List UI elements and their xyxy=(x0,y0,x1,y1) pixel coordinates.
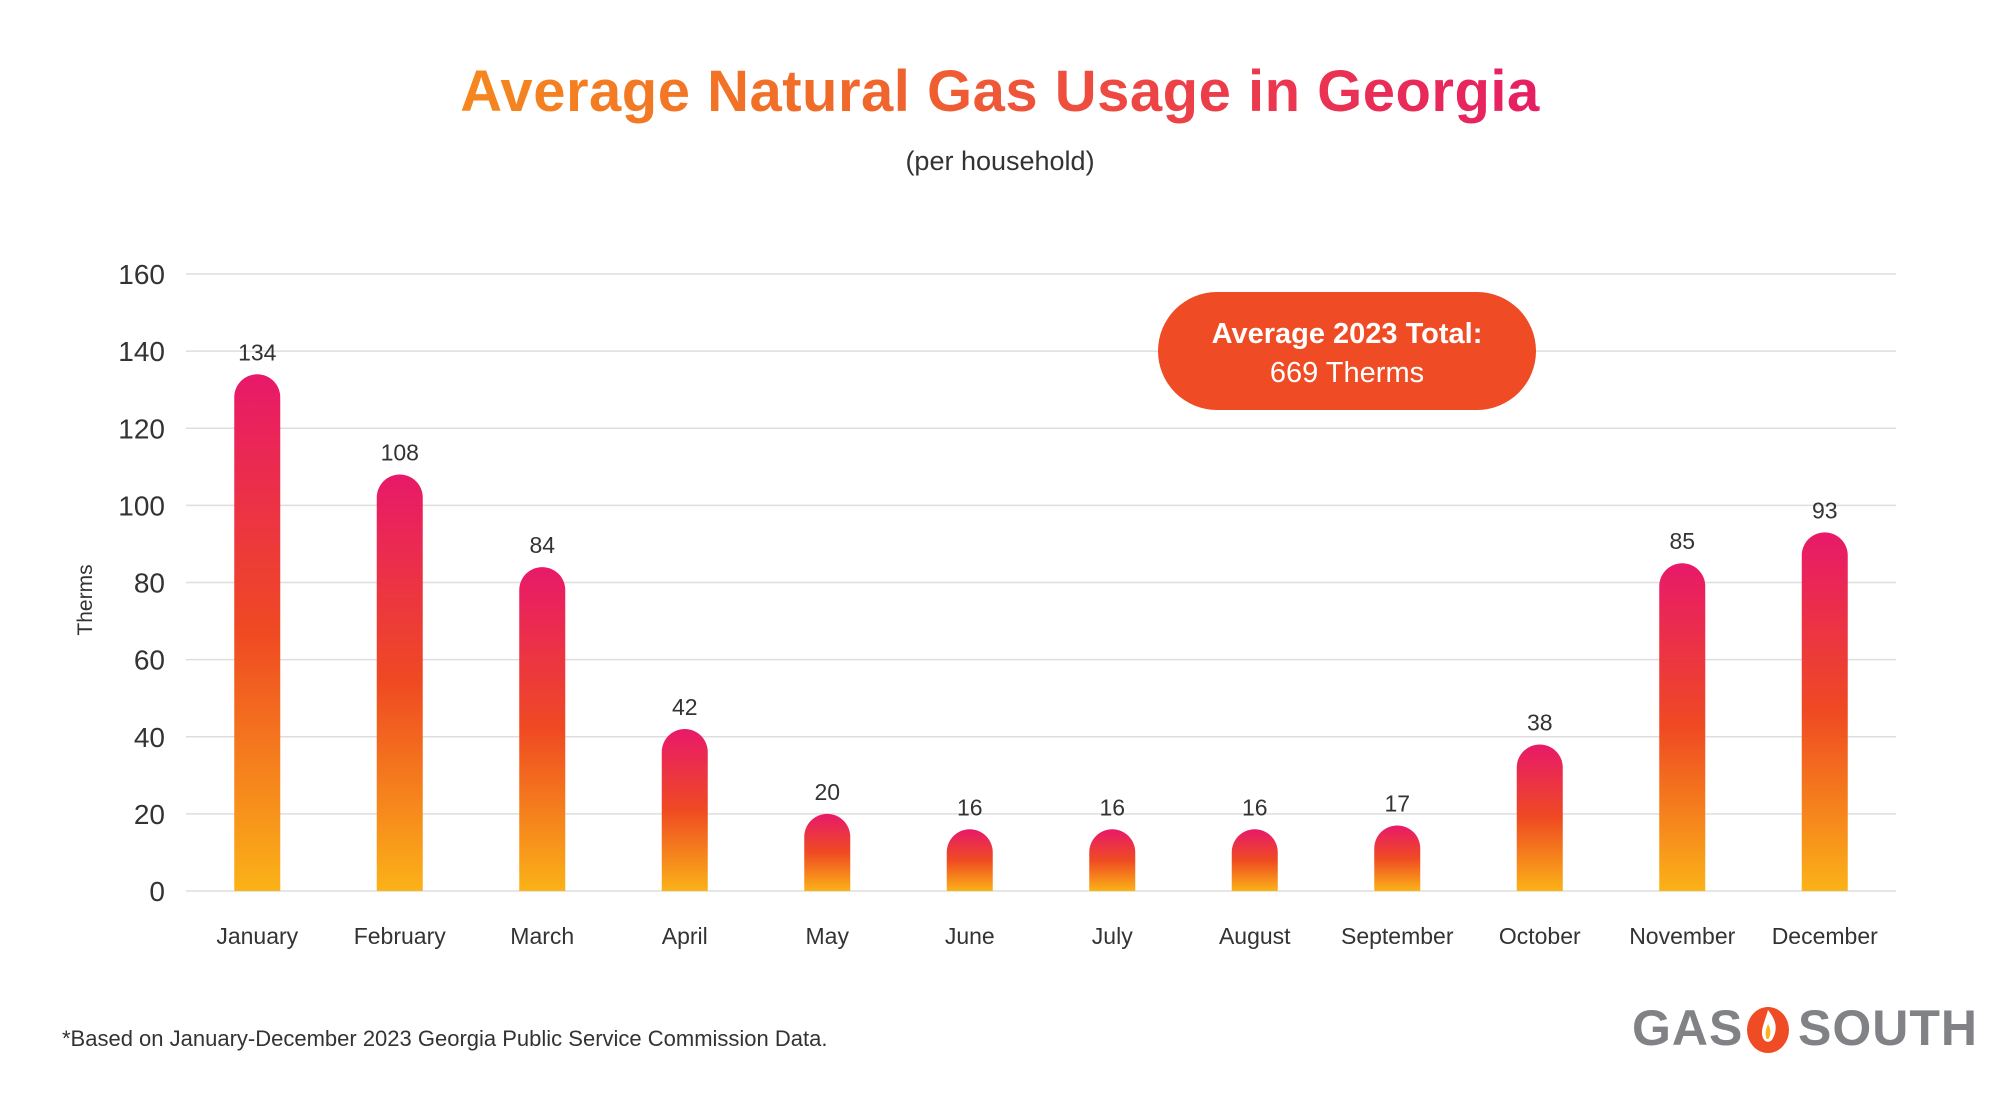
x-tick-label-march: March xyxy=(510,923,574,949)
y-tick-label: 80 xyxy=(134,568,165,599)
y-tick-label: 160 xyxy=(118,259,165,290)
y-tick-label: 0 xyxy=(149,876,165,907)
logo-text-gas: GAS xyxy=(1632,1000,1744,1056)
data-label-july: 16 xyxy=(1099,794,1125,820)
data-label-march: 84 xyxy=(529,532,555,558)
bar-december xyxy=(1801,532,1848,891)
data-label-january: 134 xyxy=(238,339,277,365)
chart-subtitle: (per household) xyxy=(905,146,1095,176)
y-tick-label: 100 xyxy=(118,490,165,521)
bar-october xyxy=(1516,744,1563,891)
x-tick-label-july: July xyxy=(1092,923,1133,949)
x-tick-label-september: September xyxy=(1341,923,1454,949)
x-tick-label-february: February xyxy=(354,923,447,949)
bar-november xyxy=(1659,563,1706,891)
bar-april xyxy=(661,729,708,891)
y-axis-label: Therms xyxy=(74,564,97,635)
data-label-february: 108 xyxy=(381,440,419,466)
callout-title: Average 2023 Total: xyxy=(1211,318,1483,350)
total-callout: Average 2023 Total: 669 Therms xyxy=(1158,292,1536,410)
callout-value: 669 Therms xyxy=(1269,357,1425,389)
chart-title: Average Natural Gas Usage in Georgia xyxy=(460,59,1540,124)
gridlines xyxy=(186,273,1896,892)
data-label-june: 16 xyxy=(957,794,983,820)
bar-may xyxy=(804,813,851,891)
logo-text-south: SOUTH xyxy=(1798,1000,1978,1056)
data-label-may: 20 xyxy=(814,779,840,805)
x-tick-label-august: August xyxy=(1219,923,1291,949)
bar-august xyxy=(1231,829,1278,891)
x-tick-label-december: December xyxy=(1772,923,1878,949)
data-label-december: 93 xyxy=(1812,497,1838,523)
x-tick-label-may: May xyxy=(806,923,850,949)
bar-july xyxy=(1089,829,1136,891)
x-tick-label-october: October xyxy=(1499,923,1581,949)
data-label-november: 85 xyxy=(1669,528,1695,554)
bar-february xyxy=(376,474,423,891)
bars xyxy=(234,374,1848,891)
x-axis-ticks: January February March April May June July Augu… xyxy=(216,923,1878,949)
y-tick-label: 60 xyxy=(134,645,165,676)
x-tick-label-november: November xyxy=(1629,923,1735,949)
data-label-october: 38 xyxy=(1527,709,1553,735)
flame-icon xyxy=(1747,1007,1789,1053)
y-tick-label: 120 xyxy=(118,413,165,444)
footnote: *Based on January-December 2023 Georgia … xyxy=(62,1026,828,1051)
x-tick-label-january: January xyxy=(216,923,298,949)
data-labels: 134 108 84 42 20 16 16 16 17 38 85 93 xyxy=(238,339,1837,820)
data-label-september: 17 xyxy=(1384,790,1410,816)
x-tick-label-april: April xyxy=(662,923,708,949)
y-tick-label: 40 xyxy=(134,722,165,753)
y-tick-label: 140 xyxy=(118,336,165,367)
bar-september xyxy=(1374,825,1421,891)
bar-march xyxy=(519,567,566,891)
x-tick-label-june: June xyxy=(945,923,995,949)
y-axis-ticks: 0 20 40 60 80 100 120 140 160 xyxy=(118,259,165,907)
bar-june xyxy=(946,829,993,891)
data-label-april: 42 xyxy=(672,694,698,720)
bar-january xyxy=(234,374,281,891)
data-label-august: 16 xyxy=(1242,794,1268,820)
y-tick-label: 20 xyxy=(134,799,165,830)
